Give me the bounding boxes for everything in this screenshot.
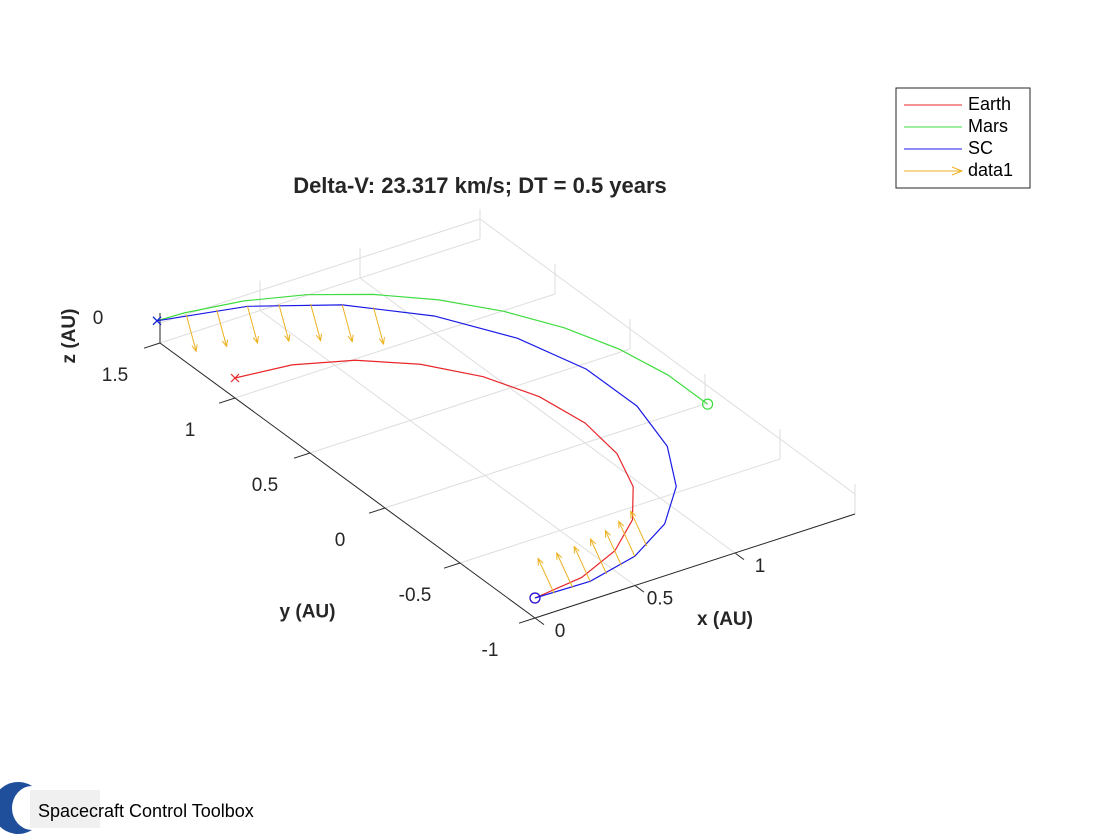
quiver-arrow (373, 307, 385, 346)
logo-crescent (0, 782, 32, 834)
x-tick (634, 585, 645, 593)
series-line (156, 293, 708, 405)
y-tick-label: 1 (185, 420, 196, 441)
quiver-arrow (604, 529, 622, 566)
quiver-arrow (341, 304, 354, 343)
x-axis-label: x (AU) (697, 609, 753, 630)
grid-line (479, 218, 856, 495)
grid-line (459, 458, 781, 564)
x-tick (534, 617, 545, 626)
quiver-arrow (556, 551, 574, 589)
y-tick (368, 507, 386, 514)
footer-text: Spacecraft Control Toolbox (38, 801, 254, 821)
x-tick-label: 0.5 (647, 589, 673, 610)
z-axis-label: z (AU) (59, 309, 80, 364)
y-tick-label: 1.5 (102, 365, 128, 386)
y-tick-label: -0.5 (399, 585, 432, 606)
y-tick-label: -1 (482, 640, 499, 661)
y-axis (159, 342, 536, 619)
y-tick (518, 617, 536, 624)
chart-title: Delta-V: 23.317 km/s; DT = 0.5 years (293, 173, 667, 198)
z-tick-label: 0 (93, 308, 104, 329)
footer-logo (0, 782, 100, 834)
quiver-arrow (630, 510, 648, 547)
y-tick (218, 397, 236, 404)
grid-line (159, 218, 481, 324)
logo-bg (30, 790, 100, 828)
y-tick-label: 0 (335, 530, 346, 551)
x-axis (534, 513, 856, 619)
end-marker (230, 373, 240, 383)
y-tick (443, 562, 461, 569)
legend-label: Mars (968, 116, 1008, 136)
quiver-arrow (310, 303, 323, 342)
legend-arrowhead (951, 166, 964, 176)
quiver-arrow (573, 545, 591, 582)
end-marker (152, 316, 162, 326)
x-tick (734, 552, 745, 561)
y-axis-label: y (AU) (280, 602, 336, 623)
series-line (156, 304, 677, 599)
legend-label: Earth (968, 94, 1011, 114)
x-tick-label: 0 (555, 621, 566, 642)
quiver-arrow (247, 306, 259, 345)
grid-line (159, 238, 481, 344)
y-tick (143, 342, 161, 349)
start-marker (529, 592, 541, 604)
grid-line (384, 403, 706, 509)
quiver-arrow (618, 520, 636, 557)
quiver-arrow (278, 304, 291, 343)
quiver-arrow (185, 314, 198, 353)
quiver-arrow (589, 537, 607, 575)
grid-line (359, 277, 736, 554)
quiver-arrow (537, 557, 555, 594)
series-line (234, 359, 634, 599)
grid-line (309, 348, 631, 454)
grid-line (234, 293, 556, 399)
legend-label: data1 (968, 160, 1013, 180)
quiver-arrow (216, 309, 229, 348)
legend-label: SC (968, 138, 993, 158)
grid-line (259, 310, 636, 586)
y-tick (293, 452, 311, 459)
start-marker (701, 398, 714, 410)
x-tick-label: 1 (755, 556, 766, 577)
y-tick-label: 0.5 (252, 475, 278, 496)
